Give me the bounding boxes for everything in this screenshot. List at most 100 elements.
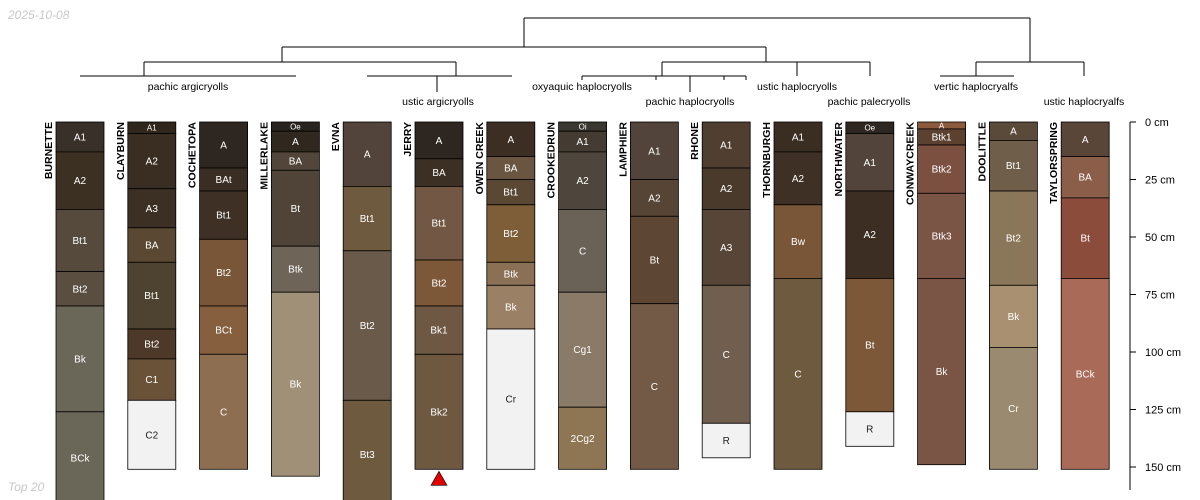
- horizon-label: Btk1: [932, 132, 952, 143]
- horizon-label: Btk2: [932, 165, 952, 176]
- horizon: [1060, 277, 1110, 470]
- horizon: [630, 303, 679, 470]
- horizon: [701, 284, 751, 424]
- horizon-label: A2: [648, 193, 661, 204]
- horizon-label: BA: [145, 241, 159, 252]
- horizon-label: Bk: [505, 303, 518, 314]
- horizon-label: Bk: [290, 380, 303, 391]
- horizon: [845, 411, 895, 447]
- horizon-label: A2: [720, 184, 733, 195]
- soil-profile: OWEN CREEK A BA Bt1 Bt2 Btk Bk Cr: [474, 122, 536, 470]
- horizon-label: A1: [648, 146, 661, 157]
- horizon-label: Bw: [791, 237, 806, 248]
- horizon-label: Bt2: [1006, 234, 1021, 245]
- profile-name: DOOLITTLE: [976, 122, 988, 182]
- horizon: [127, 399, 177, 470]
- horizon: [55, 305, 105, 413]
- horizon: [845, 277, 895, 413]
- soil-profile: NORTHWATER Oe A1 A2 Bt R: [833, 122, 895, 447]
- footer-label: Top 20: [8, 480, 45, 494]
- profile-name: LAMPHIER: [617, 122, 629, 177]
- horizon-label: C: [794, 369, 801, 380]
- horizon: [55, 121, 105, 153]
- horizon-label: Bt: [1080, 234, 1090, 245]
- page-date: 2025-10-08: [8, 8, 70, 22]
- horizon-label: C: [651, 382, 658, 393]
- horizon: [773, 277, 823, 470]
- horizon-label: Bk: [936, 367, 949, 378]
- horizon-label: Bt1: [503, 188, 518, 199]
- group-label: pachic argicryolls: [148, 81, 229, 93]
- horizon-label: A3: [720, 243, 733, 254]
- horizon-label: A: [436, 136, 443, 147]
- horizon-label: Bk1: [430, 326, 448, 337]
- horizon: [989, 139, 1038, 192]
- horizon-label: Bk2: [430, 407, 448, 418]
- axis-tick-label: 75 cm: [1145, 290, 1175, 302]
- horizon-label: 2Cg2: [571, 434, 595, 445]
- horizon-label: Cr: [1008, 404, 1019, 415]
- profile-name: RHONE: [689, 122, 701, 160]
- horizon-label: R: [723, 436, 730, 447]
- axis-tick-label: 150 cm: [1145, 462, 1181, 474]
- horizon-label: A3: [146, 204, 159, 215]
- horizon-label: A1: [74, 132, 87, 143]
- horizon: [1060, 121, 1110, 157]
- horizon-label: BCk: [1076, 369, 1096, 380]
- soil-profile: MILLERLAKE Oe A BA Bt Btk Bk: [258, 121, 320, 477]
- horizon: [414, 259, 464, 307]
- horizon-label: Bk: [1008, 312, 1021, 323]
- horizon-label: BAt: [216, 175, 232, 186]
- profile-name: EVNA: [330, 122, 342, 152]
- horizon-label: Oe: [290, 122, 301, 131]
- horizon: [486, 204, 536, 263]
- horizon-label: A1: [792, 132, 805, 143]
- horizon-label: Cg1: [573, 345, 592, 356]
- profile-name: TAYLORSPRING: [1048, 122, 1060, 204]
- soil-profile: DOOLITTLE A Bt1 Bt2 Bk Cr: [976, 121, 1038, 470]
- horizon: [270, 245, 320, 293]
- soil-profile: CROOKEDRUN Oi A1 A2 C Cg1 2Cg2: [546, 121, 607, 470]
- soil-profile: TAYLORSPRING A BA Bt BCk: [1048, 121, 1110, 470]
- depth-axis: 0 cm 25 cm 50 cm 75 cm 100 cm 125 cm 150 cm: [1129, 117, 1181, 490]
- horizon: [199, 238, 249, 307]
- horizon: [989, 284, 1038, 348]
- horizon: [199, 190, 249, 240]
- horizon: [55, 271, 105, 307]
- horizon: [701, 121, 751, 169]
- horizon-label: A: [1082, 135, 1089, 146]
- horizon: [55, 411, 105, 500]
- horizon-label: A: [292, 137, 299, 148]
- profiles: BURNETTE A1 A2 Bt1 Bt2 Bk BCk CLAYBURN A1 A2 A3 BA B…: [43, 121, 1110, 500]
- horizon-label: Bt2: [72, 284, 87, 295]
- horizon-label: Bt3: [360, 450, 375, 461]
- profile-name: NORTHWATER: [833, 122, 845, 197]
- horizon-label: A1: [576, 137, 589, 148]
- profile-name: JERRY: [402, 122, 414, 157]
- profile-name: CLAYBURN: [115, 122, 127, 180]
- horizon-label: A2: [792, 174, 805, 185]
- profile-name: BURNETTE: [43, 122, 55, 179]
- horizon-label: Bt: [650, 256, 660, 267]
- group-label: pachic haplocryolls: [646, 96, 735, 108]
- horizon-label: Bt2: [360, 321, 375, 332]
- horizon: [127, 227, 177, 263]
- horizon-label: Bt1: [216, 211, 231, 222]
- profile-name: THORNBURGH: [761, 122, 773, 198]
- horizon: [414, 353, 464, 470]
- horizon-label: C: [723, 350, 730, 361]
- axis-tick-label: 50 cm: [1145, 232, 1175, 244]
- horizon-label: Bt2: [144, 339, 159, 350]
- horizon-label: Bk: [74, 354, 87, 365]
- horizon: [414, 121, 464, 160]
- horizon-label: Btk3: [932, 231, 952, 242]
- horizon-label: A2: [864, 230, 877, 241]
- horizon-label: Bt2: [431, 279, 446, 290]
- horizon: [342, 185, 392, 252]
- horizon-label: A: [220, 141, 227, 152]
- horizon: [199, 353, 249, 470]
- group-label: pachic palecryolls: [828, 96, 911, 108]
- horizon-label: Oe: [864, 124, 875, 133]
- horizon-label: Bt1: [72, 236, 87, 247]
